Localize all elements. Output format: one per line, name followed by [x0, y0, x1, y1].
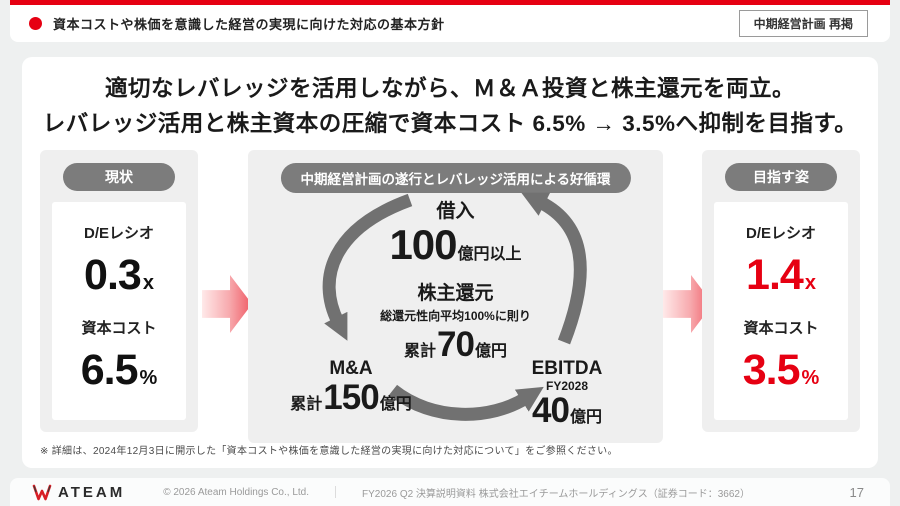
cycle-panel: 中期経営計画の遂行とレバレッジ活用による好循環 借入 100 億円以上 株主還 — [248, 150, 663, 443]
slide-title: 適切なレバレッジを活用しながら、Ｍ＆Ａ投資と株主還元を両立。 レバレッジ活用と株… — [22, 72, 878, 142]
metric-label: D/Eレシオ — [83, 224, 154, 242]
metric-number: 1.4 — [746, 250, 804, 299]
current-metrics-card: D/Eレシオ 0.3 x 資本コスト 6.5% — [52, 202, 186, 420]
node-label: M&A — [329, 358, 373, 379]
slide-title-line1: 適切なレバレッジを活用しながら、Ｍ＆Ａ投資と株主還元を両立。 — [104, 76, 795, 101]
ateam-logo: ATEAM — [32, 484, 125, 501]
metric-unit: x — [804, 271, 816, 294]
flow-arrow-right-icon — [202, 275, 252, 333]
cycle-pill: 中期経営計画の遂行とレバレッジ活用による好循環 — [280, 163, 631, 193]
node-prefix: 累計 — [290, 396, 323, 413]
metric-value: 6.5% — [80, 345, 158, 394]
node-number: 70 — [437, 325, 475, 364]
cycle-node-borrowing: 借入 100 億円以上 — [248, 196, 663, 267]
node-note: 総還元性向平均100%に則り — [380, 309, 531, 323]
node-sublabel: FY2028 — [545, 379, 589, 393]
node-number: 150 — [323, 378, 379, 417]
node-label: 株主還元 — [417, 283, 494, 304]
metric-number: 6.5 — [80, 345, 139, 394]
footer-bar: ATEAM © 2026 Ateam Holdings Co., Ltd. FY… — [10, 478, 890, 506]
cycle-arrows-icon — [322, 192, 587, 421]
node-label: 借入 — [436, 201, 475, 222]
node-unit: 億円以上 — [457, 246, 522, 263]
metric-unit: x — [142, 271, 154, 294]
cycle-node-ebitda: EBITDA FY2028 40 億円 — [481, 358, 653, 430]
cycle-node-shareholder-return: 株主還元 総還元性向平均100%に則り 累計 70 億円 — [248, 278, 663, 364]
metric-number: 0.3 — [84, 250, 142, 299]
metric-unit: % — [801, 366, 820, 389]
main-card: 適切なレバレッジを活用しながら、Ｍ＆Ａ投資と株主還元を両立。 レバレッジ活用と株… — [22, 57, 878, 468]
ateam-logo-mark-icon — [32, 484, 52, 500]
node-unit: 億円 — [569, 409, 602, 427]
header-title: 資本コストや株価を意識した経営の実現に向けた対応の基本方針 — [53, 17, 445, 32]
metric-value: 0.3 x — [84, 250, 154, 299]
node-unit: 億円 — [379, 396, 412, 413]
metric-unit: % — [139, 366, 158, 389]
metric-label: D/Eレシオ — [745, 224, 816, 242]
node-number: 40 — [532, 391, 570, 431]
metric-number: 3.5 — [742, 345, 801, 394]
cycle-node-ma: M&A 累計 150 億円 — [256, 358, 446, 417]
page-number: 17 — [849, 484, 864, 500]
metric-value: 1.4 x — [746, 250, 816, 299]
node-prefix: 累計 — [404, 343, 437, 360]
slide-title-line2: レバレッジ活用と株主資本の圧縮で資本コスト 6.5% → 3.5%へ抑制を目指す… — [42, 110, 858, 136]
metric-label: 資本コスト — [81, 319, 157, 337]
reprint-badge: 中期経営計画 再掲 — [738, 10, 868, 37]
copyright-text: © 2026 Ateam Holdings Co., Ltd. — [163, 486, 310, 498]
header-bar: 資本コストや株価を意識した経営の実現に向けた対応の基本方針 中期経営計画 再掲 — [10, 0, 890, 42]
node-number: 100 — [389, 221, 457, 268]
red-bullet-icon — [29, 17, 42, 30]
metric-value: 3.5% — [742, 345, 820, 394]
document-title-text: FY2026 Q2 決算説明資料 株式会社エイチームホールディングス（証券コード… — [362, 488, 750, 500]
metric-label: 資本コスト — [743, 319, 819, 337]
current-state-panel: 現状 D/Eレシオ 0.3 x 資本コスト 6.5% — [40, 150, 198, 432]
target-state-pill: 目指す姿 — [725, 163, 837, 191]
target-state-panel: 目指す姿 D/Eレシオ 1.4 x 資本コスト 3.5% — [702, 150, 860, 432]
target-metrics-card: D/Eレシオ 1.4 x 資本コスト 3.5% — [714, 202, 848, 420]
node-unit: 億円 — [474, 343, 507, 360]
current-state-pill: 現状 — [63, 163, 175, 191]
footnote: ※ 詳細は、2024年12月3日に開示した「資本コストや株価を意識した経営の実現… — [40, 446, 618, 457]
ateam-logo-text: ATEAM — [58, 483, 126, 501]
node-label: EBITDA — [531, 358, 603, 379]
footer-divider — [335, 486, 337, 498]
